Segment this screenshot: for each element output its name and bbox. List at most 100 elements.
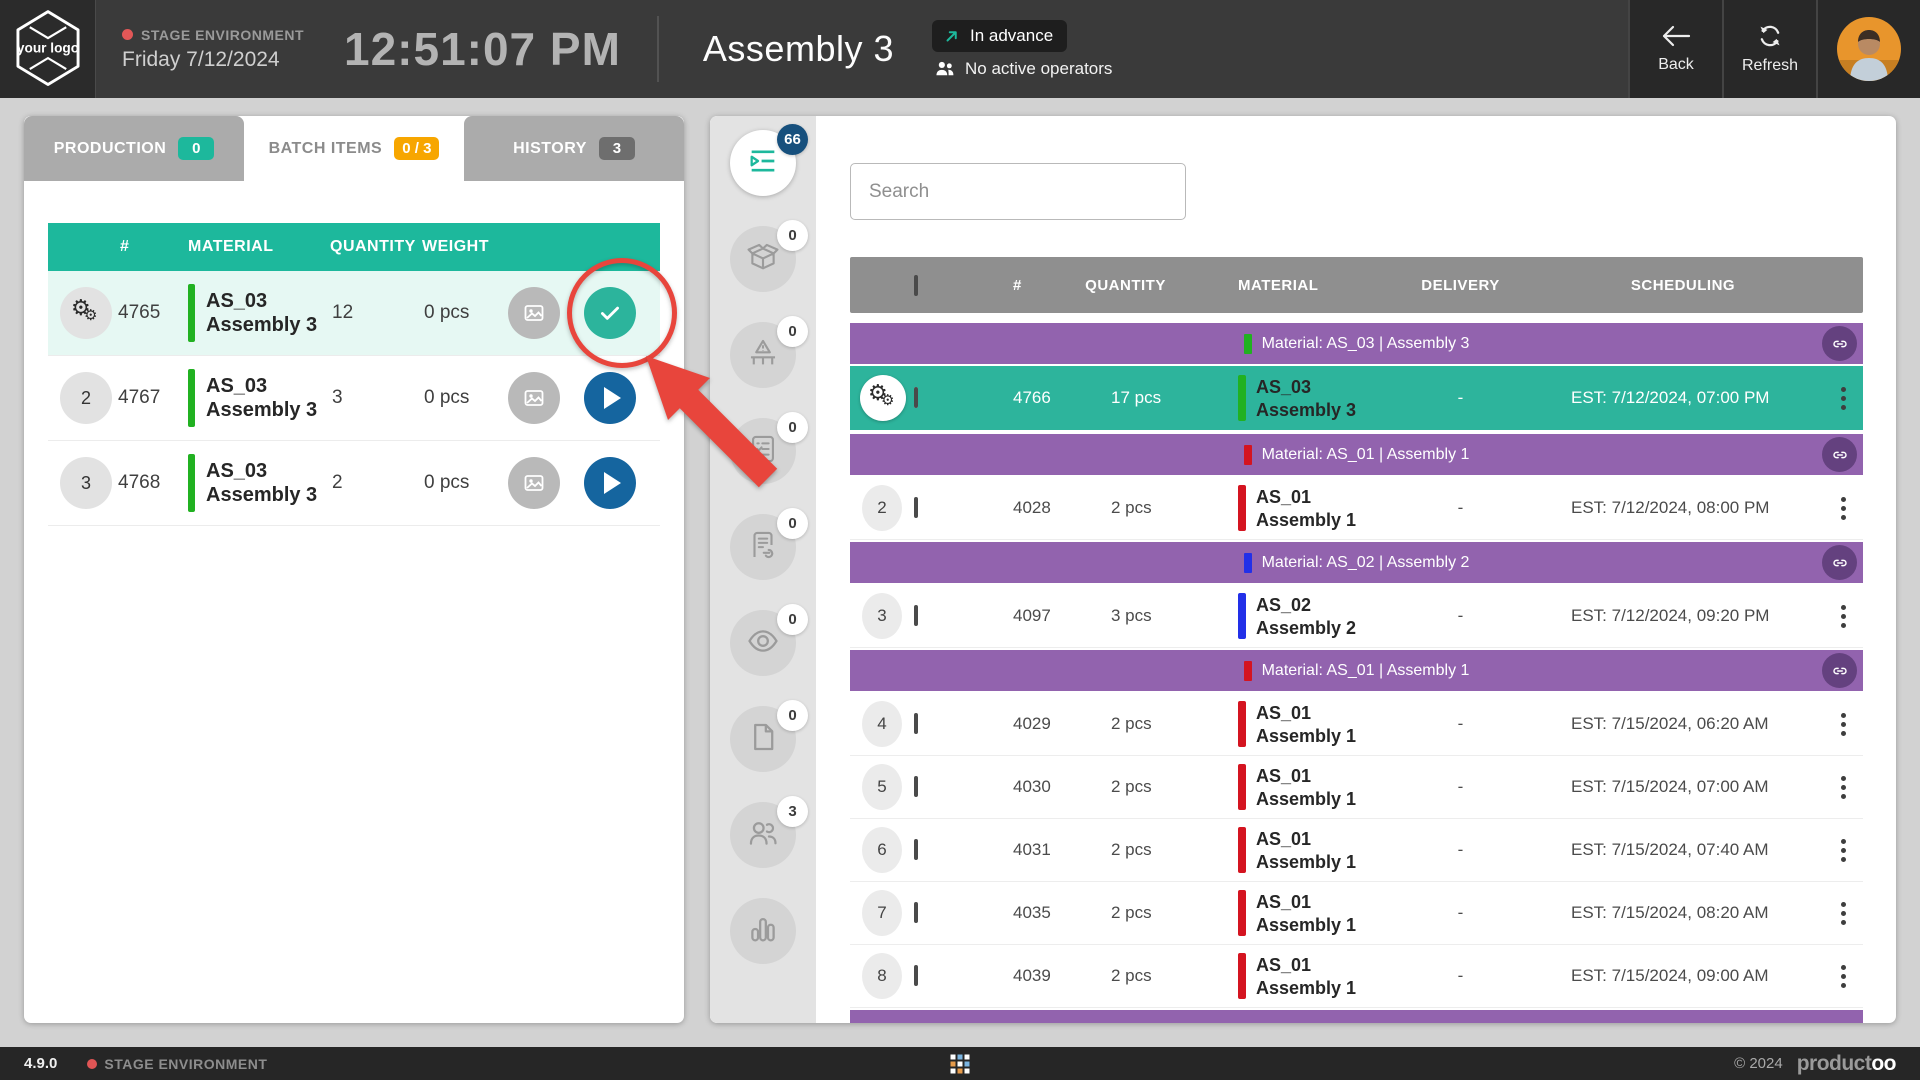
row-menu-button[interactable] — [1823, 898, 1863, 929]
link-icon — [1832, 451, 1847, 458]
start-button[interactable] — [584, 372, 636, 424]
material-color-bar — [1238, 485, 1246, 531]
check-icon — [601, 306, 619, 320]
group-color-bar — [1243, 660, 1252, 681]
row-checkbox[interactable] — [914, 965, 918, 986]
material-cell: AS_03 Assembly 3 — [1188, 375, 1378, 421]
material-name: Assembly 1 — [1256, 509, 1357, 530]
app-grid-icon[interactable] — [950, 1054, 970, 1073]
material-code: AS_03 — [206, 374, 268, 397]
link-group-button[interactable] — [1822, 545, 1857, 580]
material-code: AS_03 — [206, 289, 268, 312]
item-quantity: 2 pcs — [1111, 840, 1152, 859]
rail-pallet-issues-button[interactable]: 0 — [730, 316, 808, 388]
col-quantity: QUANTITY — [1085, 276, 1166, 294]
queue-item-row[interactable]: 5 4030 2 pcs AS_01 Assembly 1 - EST: 7/1… — [850, 756, 1863, 819]
item-id: 4097 — [1013, 606, 1051, 625]
rail-documents-button[interactable]: 0 — [730, 700, 808, 772]
footer: 4.9.0 STAGE ENVIRONMENT © 2024 productoo — [0, 1047, 1920, 1080]
row-index-badge: 8 — [862, 953, 902, 999]
rail-document-signoff-button[interactable]: 0 — [730, 508, 808, 580]
queue-item-row[interactable]: 8 4039 2 pcs AS_01 Assembly 1 - EST: 7/1… — [850, 945, 1863, 1008]
queue-item-row[interactable]: 3 4097 3 pcs AS_02 Assembly 2 - EST: 7/1… — [850, 585, 1863, 648]
company-logo[interactable]: your logo — [0, 0, 96, 98]
row-menu-button[interactable] — [1823, 493, 1863, 524]
item-quantity: 2 — [332, 472, 343, 493]
work-queue-panel: # QUANTITY MATERIAL DELIVERY SCHEDULING … — [710, 116, 1896, 1023]
refresh-button[interactable]: Refresh — [1722, 0, 1816, 98]
row-index-badge: 3 — [862, 593, 902, 639]
status-column: In advance No active operators — [932, 19, 1112, 79]
row-checkbox[interactable] — [914, 839, 918, 860]
document-signoff-icon — [753, 531, 774, 558]
row-menu-button[interactable] — [1823, 709, 1863, 740]
image-button[interactable] — [508, 372, 560, 424]
rail-operators-button[interactable]: 3 — [730, 796, 808, 868]
row-menu-button[interactable] — [1823, 772, 1863, 803]
rail-statistics-button[interactable] — [730, 898, 796, 964]
material-name: Assembly 3 — [206, 398, 318, 421]
select-all-checkbox[interactable] — [914, 274, 918, 296]
item-quantity: 2 pcs — [1111, 777, 1152, 796]
play-icon — [604, 472, 621, 494]
start-button[interactable] — [584, 457, 636, 509]
queue-table-header: # QUANTITY MATERIAL DELIVERY SCHEDULING — [850, 257, 1863, 313]
header-divider — [656, 16, 659, 82]
back-button[interactable]: Back — [1628, 0, 1722, 98]
environment-block: STAGE ENVIRONMENT Friday 7/12/2024 — [96, 0, 310, 98]
item-quantity: 3 — [332, 387, 343, 408]
link-group-button[interactable] — [1822, 437, 1857, 472]
batch-table-header: # MATERIAL QUANTITY WEIGHT — [48, 223, 660, 271]
rail-work-queue-button[interactable]: 66 — [730, 124, 808, 196]
queue-item-row[interactable]: 6 4031 2 pcs AS_01 Assembly 1 - EST: 7/1… — [850, 819, 1863, 882]
row-checkbox[interactable] — [914, 387, 918, 408]
link-group-button[interactable] — [1822, 326, 1857, 361]
search-input[interactable] — [850, 163, 1186, 220]
row-checkbox[interactable] — [914, 497, 918, 518]
user-avatar-block[interactable] — [1816, 0, 1920, 98]
queue-item-row[interactable]: 2 4028 2 pcs AS_01 Assembly 1 - EST: 7/1… — [850, 477, 1863, 540]
svg-text:your logo: your logo — [16, 41, 78, 56]
batch-item-row[interactable]: 3 4768 AS_03 Assembly 3 2 0 pcs — [48, 441, 660, 526]
batch-item-row[interactable]: ⚙ ⚙ 4765 AS_03 Assembly 3 12 0 pcs — [48, 271, 660, 356]
material-cell: AS_02 Assembly 2 — [1188, 593, 1378, 639]
col-material: MATERIAL — [188, 238, 274, 255]
confirm-button[interactable] — [584, 287, 636, 339]
rail-checklists-button[interactable]: 0 — [730, 412, 808, 484]
row-menu-button[interactable] — [1823, 601, 1863, 632]
tab-batch-items[interactable]: BATCH ITEMS 0 / 3 — [244, 116, 464, 181]
material-group-row: Material: AS_02 | Assembly 2 — [850, 542, 1863, 583]
col-scheduling: SCHEDULING — [1630, 276, 1736, 294]
row-checkbox[interactable] — [914, 713, 918, 734]
queue-item-row[interactable]: ⚙ ⚙ 4766 17 pcs AS_03 Assembly 3 - EST: 7… — [850, 366, 1863, 432]
row-menu-button[interactable] — [1823, 383, 1863, 414]
group-label: Material: AS_01 | Assembly 1 — [1261, 661, 1470, 679]
material-cell: AS_03 Assembly 3 — [174, 369, 324, 427]
batch-item-row[interactable]: 2 4767 AS_03 Assembly 3 3 0 pcs — [48, 356, 660, 441]
image-button[interactable] — [508, 287, 560, 339]
image-icon — [524, 390, 544, 406]
col-quantity: QUANTITY — [330, 238, 416, 255]
item-delivery: - — [1457, 714, 1464, 733]
row-menu-button[interactable] — [1823, 835, 1863, 866]
image-button[interactable] — [508, 457, 560, 509]
item-scheduling: EST: 7/15/2024, 06:20 AM — [1571, 714, 1769, 733]
rail-badge-count: 0 — [777, 412, 808, 443]
tab-production[interactable]: PRODUCTION 0 — [24, 116, 244, 181]
row-menu-button[interactable] — [1823, 961, 1863, 992]
material-code: AS_01 — [1256, 828, 1312, 849]
rail-packaging-button[interactable]: 0 — [730, 220, 808, 292]
row-checkbox[interactable] — [914, 902, 918, 923]
bar-chart-icon — [751, 917, 775, 941]
rail-inspection-button[interactable]: 0 — [730, 604, 808, 676]
eye-icon — [748, 629, 778, 652]
row-checkbox[interactable] — [914, 605, 918, 626]
queue-item-row[interactable]: 4 4029 2 pcs AS_01 Assembly 1 - EST: 7/1… — [850, 693, 1863, 756]
link-group-button[interactable] — [1822, 653, 1857, 688]
row-checkbox[interactable] — [914, 776, 918, 797]
queue-item-row[interactable]: 7 4035 2 pcs AS_01 Assembly 1 - EST: 7/1… — [850, 882, 1863, 945]
batch-items-table: # MATERIAL QUANTITY WEIGHT ⚙ ⚙ 4765 AS_03… — [48, 223, 660, 526]
tab-history[interactable]: HISTORY 3 — [464, 116, 684, 181]
item-scheduling: EST: 7/15/2024, 07:00 AM — [1571, 777, 1769, 796]
